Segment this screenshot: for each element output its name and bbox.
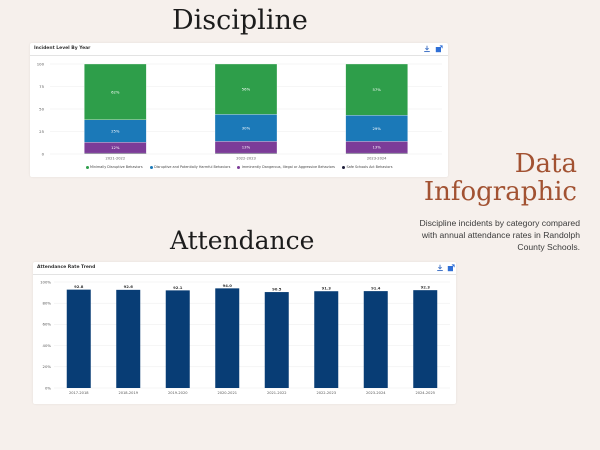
bar-segment bbox=[345, 115, 408, 142]
attendance-bar bbox=[116, 289, 141, 388]
data-label: 57% bbox=[372, 87, 381, 92]
discipline-legend: Minimally Disruptive Behaviors Disruptive… bbox=[30, 165, 448, 169]
x-tick-label: 2023-2024 bbox=[366, 391, 386, 395]
data-label: 92.3 bbox=[421, 285, 431, 290]
x-tick-label: 2021-2022 bbox=[267, 391, 287, 395]
x-tick-label: 2023-2024 bbox=[367, 157, 387, 161]
data-label: 94.0 bbox=[223, 283, 233, 288]
legend-item[interactable]: Imminently Dangerous, Illegal or Aggress… bbox=[237, 165, 335, 169]
attendance-bar bbox=[66, 289, 91, 388]
bar-segment bbox=[84, 63, 147, 120]
export-icon[interactable] bbox=[435, 45, 443, 53]
y-tick-label: 75 bbox=[39, 84, 44, 89]
data-label: 30% bbox=[242, 125, 251, 130]
legend-swatch bbox=[341, 165, 345, 169]
attendance-panel-title: Attendance Rate Trend bbox=[37, 265, 96, 270]
legend-item[interactable]: Disruptive and Potentially Harmful Behav… bbox=[149, 165, 231, 169]
data-label: 92.1 bbox=[173, 285, 183, 290]
data-label: 13% bbox=[372, 145, 381, 150]
legend-label: Disruptive and Potentially Harmful Behav… bbox=[154, 165, 231, 169]
y-tick-label: 50 bbox=[39, 106, 44, 111]
discipline-chart-panel: Incident Level By Year 0 25 50 75 100 12% 25% 6… bbox=[30, 43, 448, 177]
legend-item[interactable]: Minimally Disruptive Behaviors bbox=[85, 165, 143, 169]
download-icon[interactable] bbox=[423, 45, 431, 53]
attendance-bar bbox=[165, 290, 190, 388]
legend-label: Minimally Disruptive Behaviors bbox=[90, 165, 143, 169]
attendance-chart-panel: Attendance Rate Trend 0% 20% 40% 60% 80% 100%… bbox=[33, 262, 456, 404]
data-label: 25% bbox=[111, 128, 120, 133]
data-label: 92.6 bbox=[124, 284, 134, 289]
infographic-title-line2: Infographic bbox=[423, 177, 577, 207]
x-tick-label: 2022-2023 bbox=[316, 391, 336, 395]
data-label: 56% bbox=[242, 87, 251, 92]
panel-divider bbox=[30, 55, 448, 56]
y-tick-label: 20% bbox=[43, 364, 52, 369]
attendance-bar bbox=[314, 291, 339, 388]
y-tick-label: 0% bbox=[45, 385, 51, 390]
discipline-panel-title: Incident Level By Year bbox=[34, 46, 91, 51]
y-tick-label: 40% bbox=[43, 343, 52, 348]
data-label: 91.4 bbox=[371, 286, 381, 291]
attendance-chart-svg: 0% 20% 40% 60% 80% 100% 92.8 2017-2018 92.6 2018-… bbox=[40, 279, 450, 395]
bar-segment bbox=[345, 63, 408, 116]
attendance-bar bbox=[413, 290, 438, 388]
discipline-chart-svg: 0 25 50 75 100 12% 25% 62% 2021-2022 13% 30% 56% 202… bbox=[37, 61, 442, 161]
download-icon[interactable] bbox=[436, 264, 444, 272]
data-label: 62% bbox=[111, 89, 120, 94]
attendance-heading: Attendance bbox=[170, 226, 315, 255]
x-tick-label: 2021-2022 bbox=[106, 157, 126, 161]
data-label: 12% bbox=[111, 145, 120, 150]
y-tick-label: 60% bbox=[43, 322, 52, 327]
y-tick-label: 100% bbox=[40, 279, 51, 284]
y-tick-label: 100 bbox=[37, 61, 45, 66]
y-tick-label: 80% bbox=[43, 301, 52, 306]
attendance-bar-chart: 0% 20% 40% 60% 80% 100% 92.8 2017-2018 92.6 2018-… bbox=[33, 276, 456, 402]
infographic-title: Data Infographic bbox=[424, 150, 577, 206]
x-tick-label: 2022-2023 bbox=[236, 157, 256, 161]
attendance-bar bbox=[363, 291, 388, 388]
x-tick-label: 2020-2021 bbox=[217, 391, 237, 395]
legend-swatch bbox=[85, 165, 89, 169]
x-tick-label: 2024-2025 bbox=[415, 391, 435, 395]
legend-label: Imminently Dangerous, Illegal or Aggress… bbox=[241, 165, 335, 169]
bar-segment bbox=[214, 114, 278, 142]
discipline-stacked-bar-chart: 0 25 50 75 100 12% 25% 62% 2021-2022 13% 30% 56% 202… bbox=[30, 57, 448, 163]
x-tick-label: 2018-2019 bbox=[118, 391, 138, 395]
legend-label: Safe Schools Act Behaviors bbox=[346, 165, 393, 169]
data-label: 92.8 bbox=[74, 284, 84, 289]
infographic-description: Discipline incidents by category compare… bbox=[419, 218, 581, 252]
x-tick-label: 2019-2020 bbox=[168, 391, 188, 395]
legend-item[interactable]: Safe Schools Act Behaviors bbox=[341, 165, 393, 169]
data-label: 29% bbox=[372, 126, 381, 131]
y-tick-label: 25 bbox=[39, 129, 44, 134]
attendance-bar bbox=[264, 292, 289, 388]
y-tick-label: 0 bbox=[42, 151, 45, 156]
infographic-title-line1: Data bbox=[514, 149, 577, 179]
attendance-bar bbox=[215, 288, 240, 388]
x-tick-label: 2017-2018 bbox=[69, 391, 89, 395]
legend-swatch bbox=[237, 165, 241, 169]
data-label: 91.3 bbox=[322, 286, 332, 291]
bar-segment bbox=[214, 63, 278, 115]
panel-divider bbox=[33, 274, 456, 275]
legend-swatch bbox=[149, 165, 153, 169]
data-label: 13% bbox=[242, 145, 251, 150]
export-icon[interactable] bbox=[447, 264, 455, 272]
discipline-heading: Discipline bbox=[172, 5, 308, 36]
data-label: 90.5 bbox=[272, 286, 282, 291]
